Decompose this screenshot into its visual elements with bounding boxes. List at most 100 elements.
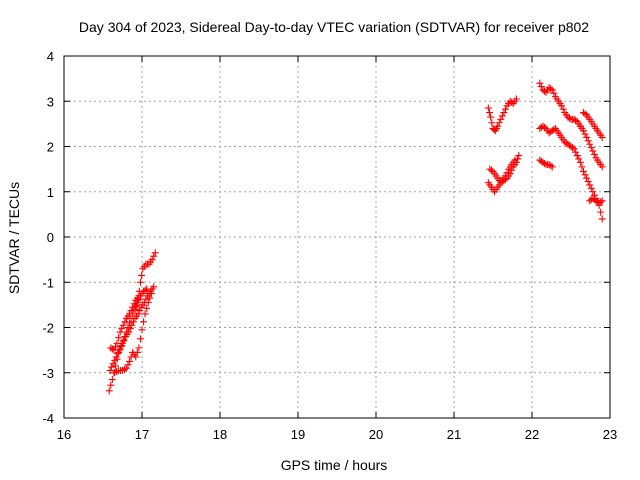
data-point [597,208,605,216]
data-point [141,310,149,318]
data-point [115,334,123,342]
data-point [121,318,129,326]
x-tick-label: 23 [603,427,617,442]
data-point [111,343,119,351]
y-tick-label: -4 [42,411,54,426]
data-point [583,174,591,182]
data-point [126,310,134,318]
data-point [589,147,597,155]
data-point [120,336,128,344]
data-point [485,109,493,117]
data-point [550,89,558,97]
series-track-E [132,249,159,313]
data-point [581,130,589,138]
data-point [109,360,117,368]
data-point [118,325,126,333]
data-point [110,346,118,354]
data-point [548,86,556,94]
data-point [144,299,152,307]
y-tick-label: 2 [47,140,54,155]
data-point [129,318,137,326]
data-point [586,181,594,189]
data-point [508,98,516,106]
data-point [598,197,606,205]
data-point [494,122,502,130]
data-point [569,144,577,152]
y-axis-label: SDTVAR / TECUs [6,182,22,294]
data-point [575,155,583,163]
data-point [126,325,134,333]
data-point [148,256,156,264]
data-point [598,215,606,223]
data-point [488,119,496,127]
data-point [146,294,154,302]
y-tick-label: 0 [47,230,54,245]
x-tick-label: 22 [525,427,539,442]
data-point [108,363,116,371]
data-point [581,171,589,179]
series-track-K [536,156,556,171]
data-point [547,162,555,170]
data-point [498,112,506,120]
data-point [151,249,159,257]
y-tick-label: -2 [42,321,54,336]
data-point [136,278,144,286]
data-point [497,115,505,123]
data-point [138,326,146,334]
plot-frame [63,55,611,419]
data-point [122,364,130,372]
data-point [558,102,566,110]
data-point [108,376,116,384]
data-point [586,140,594,148]
data-point [114,350,122,358]
data-point [589,188,597,196]
data-point [550,126,558,134]
data-point [116,328,124,336]
data-point [126,357,134,365]
y-tick-label: -3 [42,366,54,381]
x-tick-label: 18 [213,427,227,442]
data-point [132,353,140,361]
data-point [579,127,587,135]
data-point [572,148,580,156]
data-point [127,307,135,315]
data-point [105,387,113,395]
data-point [503,169,511,177]
data-point [150,252,158,260]
data-point [584,137,592,145]
data-point [135,344,143,352]
data-point [570,145,578,153]
data-point [598,133,606,141]
data-point [590,150,598,158]
data-point [140,318,148,326]
data-point [501,105,509,113]
data-point [515,152,523,160]
data-point [511,156,519,164]
x-tick-label: 21 [447,427,461,442]
data-point [559,105,567,113]
x-tick-label: 16 [57,427,71,442]
data-point [113,339,121,347]
data-point [495,119,503,127]
data-point [487,113,495,121]
data-point [128,321,136,329]
data-point [540,87,548,95]
data-point [537,83,545,91]
data-point [487,166,495,174]
y-tick-label: 1 [47,185,54,200]
data-point [134,310,142,318]
data-point [540,159,548,167]
data-point [587,144,595,152]
data-point [133,301,141,309]
data-series [105,79,606,395]
data-point [587,184,595,192]
data-point [111,356,119,364]
data-point [484,104,492,112]
y-tick-label: 4 [47,49,54,64]
y-tick-label: 3 [47,94,54,109]
data-point [132,305,140,313]
data-point [150,283,158,291]
